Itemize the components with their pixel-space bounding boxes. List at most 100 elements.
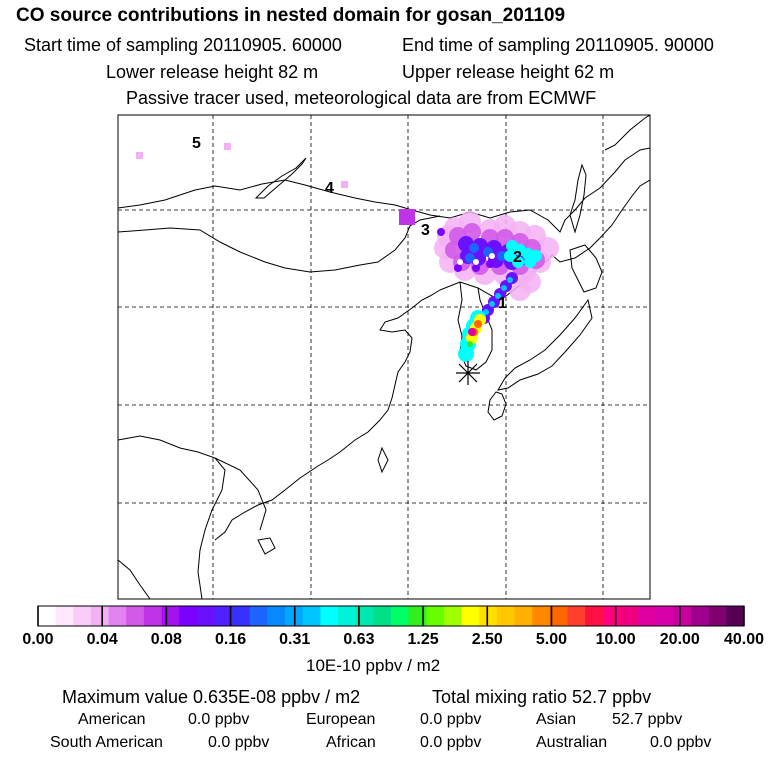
total-mixing-label: Total mixing ratio 52.7 ppbv <box>432 687 652 707</box>
colorbar-cell <box>461 606 480 626</box>
colorbar-cell <box>214 606 233 626</box>
source-label-1: 1 <box>498 295 507 312</box>
colorbar-tick-label: 0.00 <box>22 631 54 648</box>
colorbar-unit: 10E-10 ppbv / m2 <box>306 656 441 675</box>
plume-cell <box>399 209 415 225</box>
coast-line <box>497 298 593 391</box>
coast-line <box>604 115 650 151</box>
border-line <box>118 215 441 273</box>
plume-cell <box>504 250 516 262</box>
plume-cell <box>465 253 475 263</box>
plume-cell <box>468 328 476 336</box>
tracer-note: Passive tracer used, meteorological data… <box>126 88 597 108</box>
region-value: 0.0 ppbv <box>208 734 270 751</box>
upper-release-label: Upper release height 62 m <box>402 62 615 82</box>
colorbar-tick-label: 0.31 <box>279 631 311 648</box>
colorbar-tick-label: 0.08 <box>150 631 182 648</box>
border-line <box>118 435 226 599</box>
plume-cell <box>509 279 531 301</box>
chart-title: CO source contributions in nested domain… <box>16 5 566 26</box>
plume-cell <box>501 285 507 291</box>
colorbar-cell <box>443 606 462 626</box>
colorbar-cell <box>302 606 321 626</box>
colorbar-cell <box>638 606 657 626</box>
coast-line <box>317 289 441 467</box>
plume-cell <box>472 264 480 272</box>
plume-cell <box>136 152 143 159</box>
source-label-5: 5 <box>192 135 201 152</box>
colorbar-cell <box>691 606 710 626</box>
colorbar-cell <box>479 606 498 626</box>
colorbar-cell <box>549 606 568 626</box>
map-frame <box>117 114 651 600</box>
coast-line <box>487 391 507 421</box>
end-time-label: End time of sampling 20110905. 90000 <box>402 35 714 55</box>
colorbar-tick-label: 1.25 <box>407 631 439 648</box>
plume-cell <box>473 259 479 265</box>
region-name: African <box>326 734 376 751</box>
colorbar-cell <box>249 606 268 626</box>
region-name: American <box>78 711 146 728</box>
plume-cell <box>224 143 231 150</box>
colorbar-cell <box>161 606 180 626</box>
colorbar-cell <box>143 606 162 626</box>
coast-line <box>257 537 276 555</box>
lake-outline <box>254 157 307 199</box>
colorbar-cell <box>391 606 410 626</box>
colorbar-cell <box>514 606 533 626</box>
colorbar-tick-label: 10.00 <box>595 631 636 648</box>
colorbar-cell <box>620 606 639 626</box>
source-label-3: 3 <box>421 222 430 239</box>
coast-line <box>377 446 389 474</box>
plume-cell <box>457 259 463 265</box>
colorbar-cell <box>408 606 427 626</box>
plume-cell <box>489 301 495 307</box>
colorbar-cell <box>655 606 674 626</box>
colorbar-cell <box>232 606 251 626</box>
colorbar-cell <box>179 606 198 626</box>
plume-cell <box>458 346 474 362</box>
colorbar-tick-label: 5.00 <box>535 631 568 648</box>
colorbar-tick-label: 0.16 <box>214 631 247 648</box>
plume-cell <box>495 293 501 299</box>
plume-cell <box>524 256 536 268</box>
plume-cell <box>467 341 473 347</box>
colorbar-cell <box>532 606 551 626</box>
region-value: 0.0 ppbv <box>420 711 482 728</box>
colorbar-cell <box>320 606 339 626</box>
colorbar-cell <box>196 606 215 626</box>
region-name: European <box>306 711 376 728</box>
plume-cell <box>486 260 494 268</box>
colorbar-tick-label: 20.00 <box>659 631 700 648</box>
border-line <box>214 457 267 531</box>
plume-cell <box>341 181 348 188</box>
colorbar-cell <box>108 606 127 626</box>
source-label-2: 2 <box>513 249 522 266</box>
max-value-label: Maximum value 0.635E-08 ppbv / m2 <box>62 687 361 707</box>
receptor-marker <box>456 361 480 385</box>
colorbar-cell <box>567 606 586 626</box>
colorbar-cell <box>673 606 692 626</box>
region-value: 52.7 ppbv <box>612 711 683 728</box>
region-value: 0.0 ppbv <box>188 711 250 728</box>
colorbar <box>37 605 745 627</box>
plume-cell <box>489 253 495 259</box>
map-panel: 1 2 3 4 5 <box>117 114 651 600</box>
plume-cell <box>437 228 445 236</box>
colorbar-cell <box>726 606 745 626</box>
colorbar-tick-label: 0.04 <box>86 631 118 648</box>
colorbar-tick-label: 0.63 <box>343 631 375 648</box>
region-value: 0.0 ppbv <box>420 734 482 751</box>
colorbar-cell <box>708 606 727 626</box>
colorbar-tick-label: 40.00 <box>723 631 765 648</box>
coast-line <box>569 244 603 293</box>
colorbar-cell <box>355 606 374 626</box>
coast-line <box>551 179 650 263</box>
colorbar-cell <box>585 606 604 626</box>
plume-cell <box>497 251 507 261</box>
colorbar-cell <box>602 606 621 626</box>
colorbar-cell <box>126 606 145 626</box>
plume-cell <box>507 277 513 283</box>
region-name: Australian <box>536 734 608 751</box>
plume-cell <box>469 243 479 253</box>
